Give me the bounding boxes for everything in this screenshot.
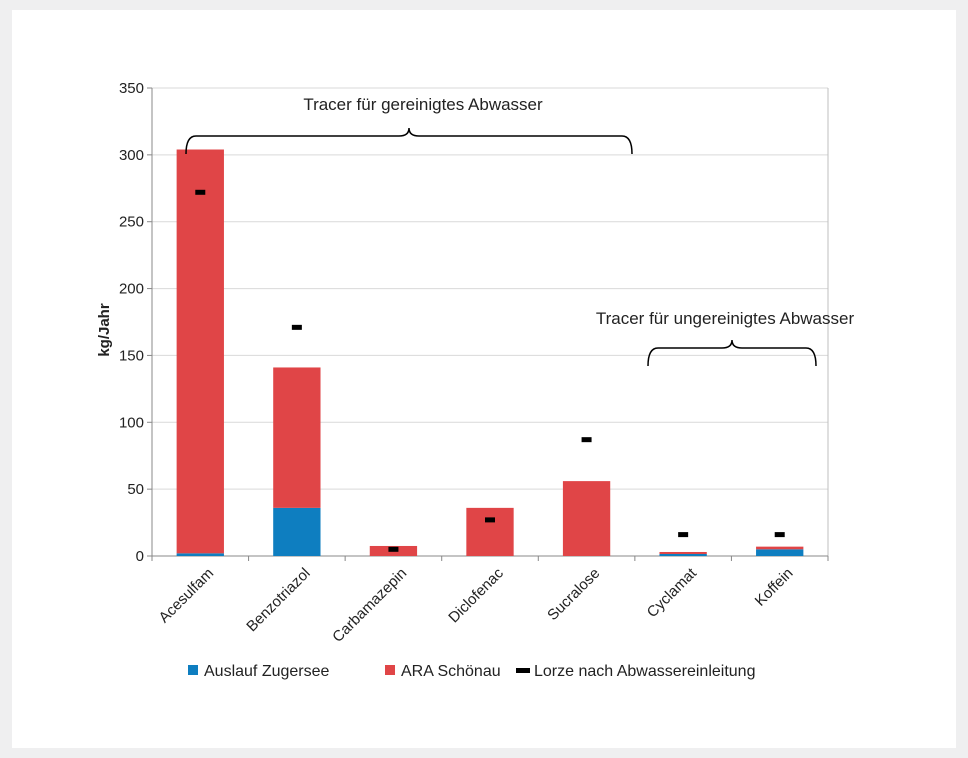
y-axis-label: kg/Jahr [96, 303, 113, 357]
legend-label-1: Auslauf Zugersee [204, 663, 330, 680]
bar-ara-sch-nau-cyclamat [659, 552, 706, 554]
x-tick-label-diclofenac: Diclofenac [445, 564, 507, 626]
y-tick-labels: 0 50 100 150 200 250 300 350 [119, 80, 144, 565]
legend-label-2: ARA Schönau [401, 663, 501, 680]
x-tick-label-koffein: Koffein [752, 565, 797, 610]
chart-card: 0 50 100 150 200 250 300 350 Acesulfam Benzotria… [12, 10, 956, 748]
x-tick-label-acesulfam: Acesulfam [156, 565, 218, 627]
annotations: Tracer für gereinigtes Abwasser Tracer fü… [186, 95, 854, 366]
annotation-text-2: Tracer für ungereinigtes Abwasser [596, 309, 855, 328]
legend-swatch-1 [188, 665, 198, 675]
marker-diclofenac [485, 517, 495, 522]
bar-auslauf-zugersee-koffein [756, 549, 803, 556]
y-tick-label: 150 [119, 347, 144, 364]
bars [177, 150, 804, 556]
x-tick-label-cyclamat: Cyclamat [644, 564, 701, 621]
legend: Auslauf Zugersee ARA Schönau Lorze nach Ab… [188, 663, 755, 680]
annotation-brace-2 [648, 340, 816, 366]
bar-ara-sch-nau-benzotriazol [273, 367, 320, 507]
y-tick-label: 100 [119, 414, 144, 431]
bar-chart: 0 50 100 150 200 250 300 350 Acesulfam Benzotria… [12, 10, 956, 748]
legend-label-3: Lorze nach Abwassereinleitung [534, 663, 755, 680]
marker-acesulfam [195, 190, 205, 195]
y-tick-label: 300 [119, 147, 144, 164]
gridlines [152, 88, 828, 489]
y-tick-label: 0 [136, 548, 144, 565]
marker-koffein [775, 532, 785, 537]
x-tick-labels: Acesulfam Benzotriazol Carbamazepin Diclofe… [156, 564, 797, 646]
bar-auslauf-zugersee-cyclamat [659, 554, 706, 556]
x-tick-label-carbamazepin: Carbamazepin [329, 565, 410, 646]
y-tick-label: 50 [127, 481, 144, 498]
legend-swatch-2 [385, 665, 395, 675]
bar-ara-sch-nau-diclofenac [466, 508, 513, 556]
y-tick-label: 200 [119, 281, 144, 298]
marker-carbamazepin [388, 547, 398, 552]
annotation-text-1: Tracer für gereinigtes Abwasser [303, 95, 543, 114]
y-tick-label: 350 [119, 80, 144, 97]
legend-swatch-3 [516, 668, 530, 673]
x-tick-label-benzotriazol: Benzotriazol [243, 565, 313, 635]
y-tick-label: 250 [119, 214, 144, 231]
x-tick-label-sucralose: Sucralose [544, 565, 603, 624]
annotation-brace-1 [186, 128, 632, 154]
marker-cyclamat [678, 532, 688, 537]
bar-auslauf-zugersee-benzotriazol [273, 508, 320, 556]
bar-ara-sch-nau-sucralose [563, 481, 610, 556]
bar-auslauf-zugersee-acesulfam [177, 553, 224, 556]
marker-benzotriazol [292, 325, 302, 330]
bar-ara-sch-nau-acesulfam [177, 150, 224, 554]
marker-sucralose [582, 437, 592, 442]
bar-ara-sch-nau-koffein [756, 547, 803, 550]
